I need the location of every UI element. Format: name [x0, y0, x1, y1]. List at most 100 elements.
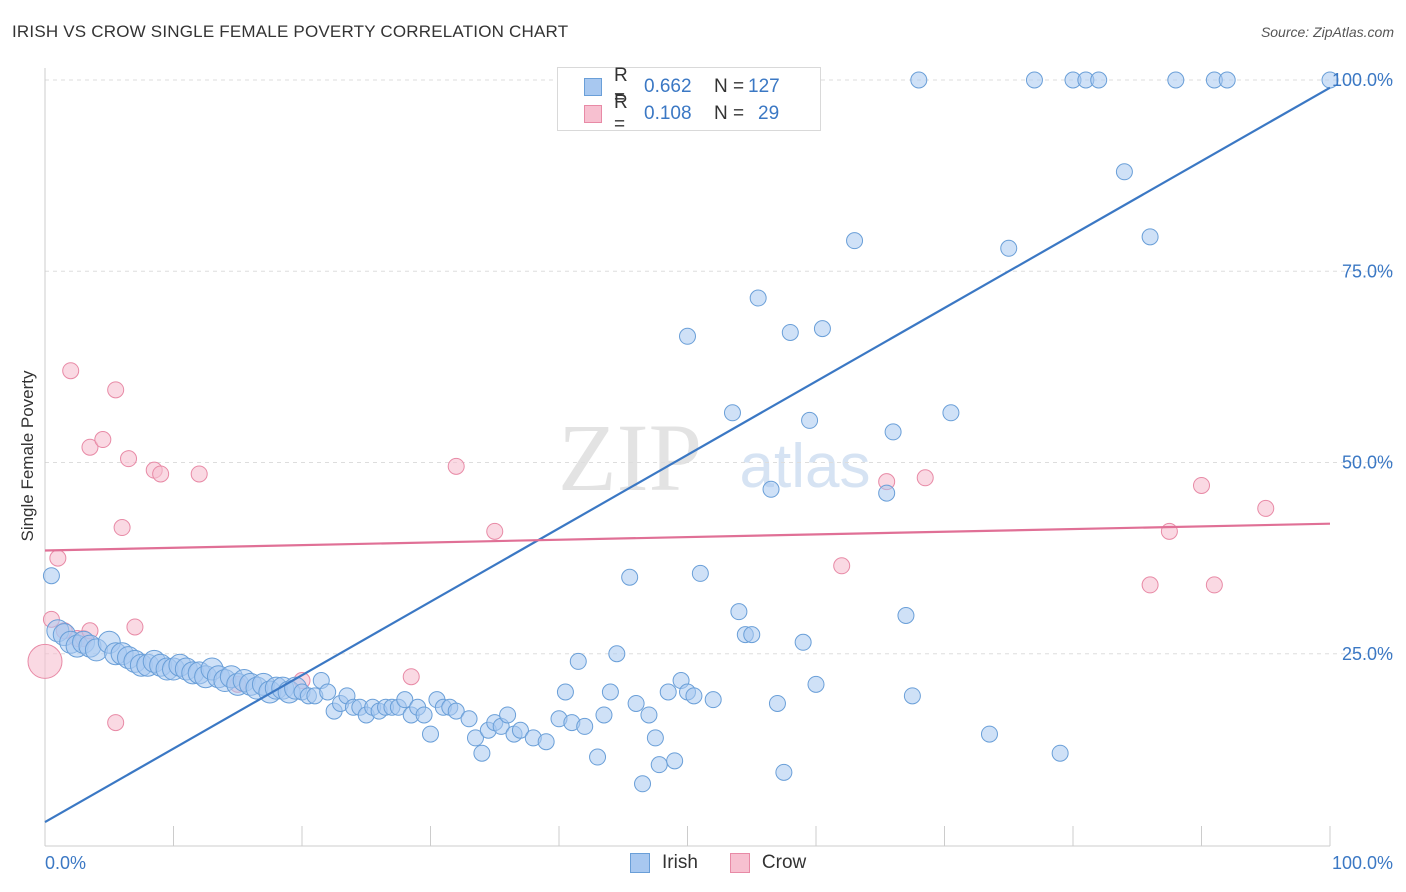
irish-point [608, 645, 626, 663]
crow-point [190, 465, 208, 483]
legend-r-value: 0.108 [644, 103, 692, 124]
crow-point [120, 450, 138, 468]
irish-point [1090, 71, 1108, 89]
irish-point [801, 411, 819, 429]
legend-n-label: N = [714, 76, 745, 97]
irish-point [42, 567, 60, 585]
legend-item-irish[interactable]: Irish [630, 852, 698, 874]
correlation-legend: R = 0.662 N = 127 R = 0.108 N = 29 [557, 65, 821, 135]
irish-point [646, 729, 664, 747]
irish-point [1051, 744, 1069, 762]
irish-point [980, 725, 998, 743]
irish-point [511, 721, 529, 739]
irish-point [650, 756, 668, 774]
irish-point [1115, 163, 1133, 181]
irish-point [749, 289, 767, 307]
x-tick-label: 100.0% [1332, 853, 1393, 873]
irish-point [659, 683, 677, 701]
legend-label-irish: Irish [662, 852, 698, 873]
irish-point [679, 327, 696, 345]
y-tick-label: 75.0% [1342, 261, 1393, 281]
watermark-atlas: atlas [740, 432, 871, 501]
crow-point [107, 714, 125, 732]
irish-point [1000, 239, 1018, 257]
trend-lines [44, 86, 1331, 824]
tick-labels: 25.0% 50.0% 75.0% 100.0% 0.0% 100.0% [45, 70, 1393, 873]
irish-point [768, 694, 786, 712]
legend-swatch-irish [630, 853, 650, 873]
irish-point [576, 717, 594, 735]
irish-point [319, 683, 337, 701]
y-tick-label: 100.0% [1332, 70, 1393, 90]
irish-point [942, 404, 960, 422]
legend-swatch-crow [729, 853, 750, 873]
legend-r-value: 0.662 [644, 76, 692, 97]
irish-point [537, 733, 555, 751]
irish-point [691, 564, 709, 582]
irish-point [499, 706, 517, 724]
irish-point [884, 423, 902, 441]
irish-point [1141, 228, 1159, 246]
irish-point [589, 748, 607, 766]
irish-point [422, 725, 439, 743]
series-legend: Irish Crow [630, 852, 838, 874]
irish-point [897, 607, 915, 624]
crow-point [486, 522, 504, 540]
irish-point [730, 603, 748, 621]
source-label: Source: ZipAtlas.com [1260, 24, 1394, 40]
crow-point [94, 431, 112, 449]
irish-point [807, 675, 825, 693]
irish-point [473, 744, 491, 762]
crow-point [402, 668, 420, 686]
irish-point [1025, 71, 1043, 89]
legend-n-value: 127 [748, 76, 780, 97]
irish-point [846, 232, 864, 250]
crow-trend-line [44, 522, 1331, 552]
crow-point [1193, 476, 1210, 494]
irish-point [1167, 71, 1185, 89]
crow-point [62, 362, 80, 380]
irish-point [878, 484, 896, 502]
crow-point [1205, 576, 1223, 594]
irish-point [569, 652, 587, 670]
crow-point [81, 438, 99, 456]
irish-point [556, 683, 574, 701]
crow-point [447, 457, 465, 475]
irish-point [903, 687, 921, 705]
irish-point [794, 633, 812, 651]
legend-item-crow[interactable]: Crow [729, 852, 806, 874]
crow-point [49, 549, 67, 567]
irish-point [685, 687, 703, 705]
legend-swatch-crow [584, 105, 602, 123]
crow-point [916, 469, 934, 487]
crow-point [113, 519, 131, 537]
legend-n-value: 29 [758, 103, 780, 124]
watermark-zip: ZIP [558, 404, 702, 511]
crow-point [126, 618, 144, 636]
irish-point [595, 706, 613, 724]
chart-title: IRISH VS CROW SINGLE FEMALE POVERTY CORR… [12, 22, 569, 41]
irish-point [627, 694, 645, 712]
legend-row-irish: R = 0.662 N = 127 [558, 65, 780, 108]
irish-point [704, 691, 722, 709]
irish-point [781, 323, 799, 341]
legend-n-label: N = [714, 103, 745, 124]
irish-point [723, 404, 741, 422]
y-tick-label: 25.0% [1342, 644, 1393, 664]
irish-point [396, 691, 414, 709]
irish-point [910, 71, 928, 89]
irish-point [775, 763, 793, 781]
crow-point [1160, 522, 1178, 540]
irish-point [666, 752, 684, 770]
irish-point [601, 683, 619, 701]
crow-point [1141, 576, 1159, 594]
irish-point [466, 729, 484, 747]
axes [44, 68, 1331, 847]
crow-point [833, 557, 851, 575]
irish-point [762, 480, 780, 498]
y-tick-label: 50.0% [1342, 453, 1393, 473]
crow-point [107, 381, 125, 399]
x-tick-label: 0.0% [45, 853, 86, 873]
crow-point [152, 465, 170, 483]
